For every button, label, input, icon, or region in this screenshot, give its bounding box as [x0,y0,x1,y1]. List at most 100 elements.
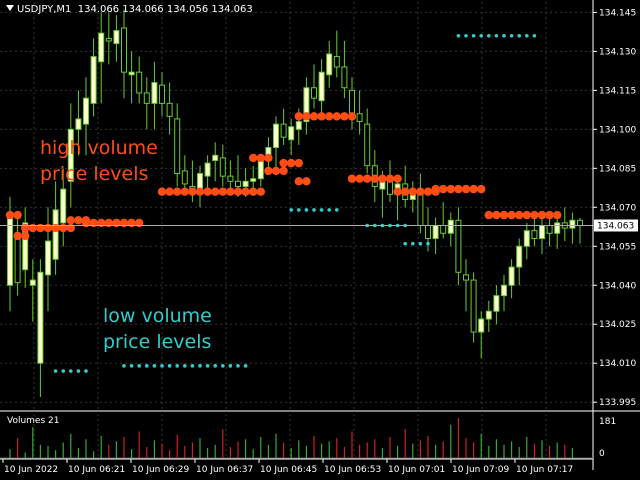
time-tick-label: 10 Jun 06:45 [260,465,317,475]
price-tick-label: 134.145 [599,8,636,18]
high-volume-dot [393,187,402,196]
low-volume-dot [205,364,210,368]
high-volume-dot [431,184,440,194]
volume-min-label: 0 [599,449,605,459]
low-volume-annotation: low volume price levels [103,303,212,355]
price-tick-label: 134.010 [599,359,636,369]
candle-body [60,188,67,224]
high-volume-line-1: high volume [40,137,158,159]
candle-body [478,318,485,333]
high-volume-dot [21,231,30,241]
candle-body [546,224,553,234]
candle-body [326,53,333,76]
candle-body [67,128,74,182]
low-volume-dot [464,33,468,38]
low-volume-line-1: low volume [103,305,212,327]
candle-body [250,178,257,182]
candle-body [212,154,219,162]
candle-body [493,295,500,312]
high-volume-dot [363,174,372,183]
high-volume-dot [446,184,455,194]
candle-body [159,84,165,104]
high-volume-dot [522,210,531,220]
time-tick-label: 10 Jun 06:21 [68,465,125,475]
high-volume-dot [378,174,387,183]
low-volume-dot [167,364,172,368]
low-volume-dot [487,33,491,38]
volume-max-label: 181 [599,417,616,427]
high-volume-dot [469,184,478,194]
candle-body [341,66,348,89]
low-volume-dot [190,364,195,368]
low-volume-dot [137,364,141,368]
high-volume-dot [537,210,547,220]
high-volume-dot [256,153,265,163]
high-volume-dot [332,112,341,121]
price-tick-label: 134.025 [599,320,636,330]
low-volume-dot [175,364,179,368]
high-volume-dot [188,187,197,196]
current-price-label: 134.063 [597,221,634,231]
candle-body [311,87,317,99]
high-volume-dot [355,174,364,183]
high-volume-dot [294,158,303,168]
candle-body [45,240,51,276]
high-volume-dot [545,210,554,220]
high-volume-dot [294,112,303,121]
candle-body [113,30,120,45]
dropdown-triangle-icon[interactable] [6,5,14,11]
price-tick-label: 134.040 [599,281,636,291]
high-volume-dot [401,187,410,196]
candle-body [280,123,287,138]
high-volume-dot [13,210,22,220]
high-volume-dot [309,112,319,121]
high-volume-dot [347,112,357,121]
candle-body [219,157,226,177]
high-volume-dot [249,187,258,196]
high-volume-dot [347,174,357,183]
candle-body [432,224,439,239]
high-volume-line-2: price levels [40,163,149,185]
low-volume-dot [297,208,301,212]
high-volume-dot [340,112,349,121]
candle-body [128,71,135,76]
high-volume-dot [454,184,463,194]
time-tick-label: 10 Jun 06:53 [324,465,381,475]
candle-body [463,274,469,281]
high-volume-dot [211,187,220,196]
high-volume-dot [484,210,493,220]
candle-body [14,232,21,284]
candle-body [447,219,454,234]
high-volume-dot [157,187,167,196]
high-volume-dot [195,187,205,196]
high-volume-dot [165,187,174,196]
low-volume-dot [479,33,484,38]
candle-body [7,217,13,286]
candle-body [516,245,523,268]
low-volume-dot [243,364,248,368]
candle-body [181,170,188,185]
high-volume-dot [5,210,15,220]
candle-body [303,87,310,123]
candle-body [52,209,59,260]
low-volume-dot [145,364,149,368]
candle-body [151,82,158,104]
candle-body [455,219,462,273]
high-volume-dot [302,177,311,186]
high-volume-dot [173,187,182,196]
low-volume-dot [312,208,316,212]
candle-body [273,123,279,149]
high-volume-dot [256,187,265,196]
high-volume-dot [477,184,486,194]
low-volume-dot [228,364,233,368]
candle-body [227,175,234,182]
high-volume-dot [271,166,281,176]
price-tick-label: 134.085 [599,164,636,174]
high-volume-dot [203,187,212,196]
low-volume-dot [122,364,126,368]
time-tick-label: 10 Jun 06:37 [196,465,253,475]
low-volume-dot [335,208,339,212]
low-volume-dot [53,369,58,373]
high-volume-dot [241,187,250,196]
